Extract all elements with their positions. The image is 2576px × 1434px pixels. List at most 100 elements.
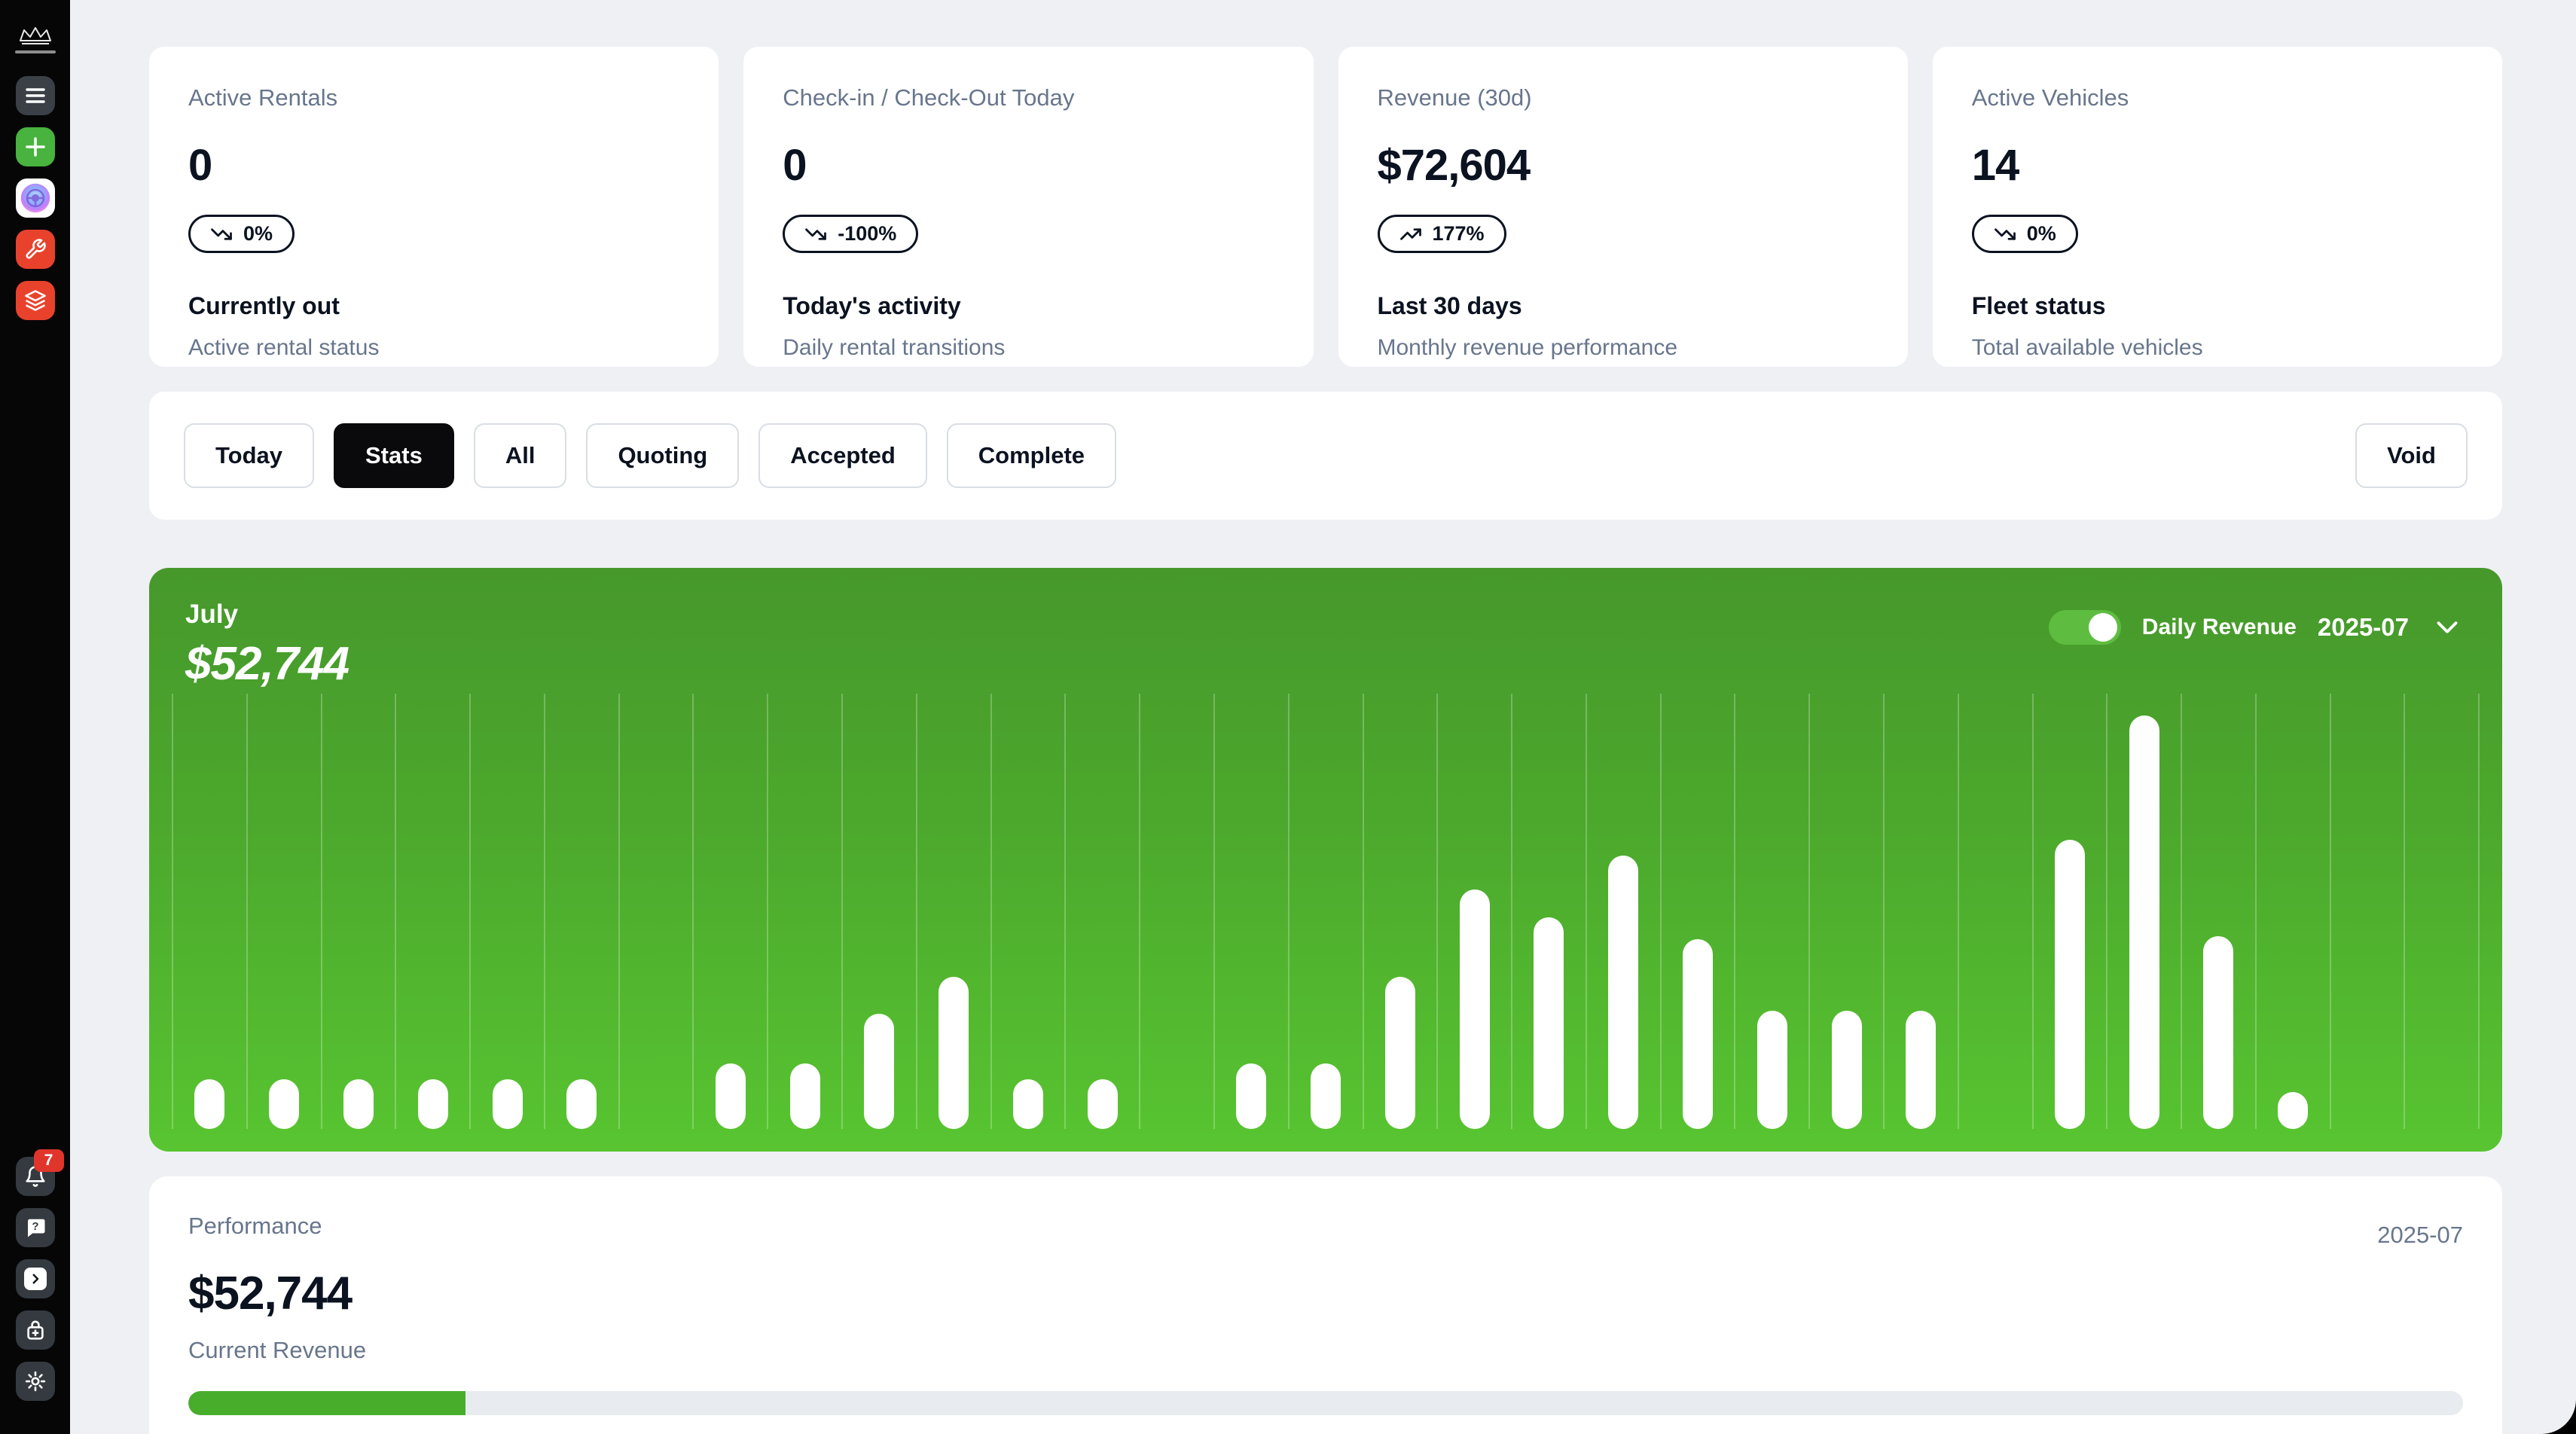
chart-bar-day-26[interactable] bbox=[2054, 840, 2085, 1129]
chart-bar-day-17[interactable] bbox=[1384, 977, 1415, 1129]
chart-bar-day-28[interactable] bbox=[2203, 936, 2234, 1129]
chart-day-column bbox=[2329, 694, 2404, 1129]
menu-button[interactable] bbox=[15, 76, 55, 115]
stat-card-title: Last 30 days bbox=[1377, 292, 1522, 319]
chart-day-column bbox=[2106, 694, 2181, 1129]
chart-bar-day-1[interactable] bbox=[194, 1079, 225, 1129]
chart-bar-day-23[interactable] bbox=[1831, 1011, 1862, 1129]
chart-day-column bbox=[1882, 694, 1958, 1129]
revenue-progress-bar bbox=[188, 1391, 2463, 1415]
toggle-label: Daily Revenue bbox=[2141, 615, 2297, 639]
chart-day-column bbox=[1659, 694, 1735, 1129]
chart-day-column bbox=[1511, 694, 1586, 1129]
filter-all[interactable]: All bbox=[473, 423, 567, 488]
stat-card-active-vehicles: Active Vehicles 14 0% Fleet status Total… bbox=[1932, 47, 2502, 367]
chevron-down-icon[interactable] bbox=[2430, 610, 2465, 645]
chart-bar-day-12[interactable] bbox=[1012, 1079, 1043, 1129]
chart-bar-day-8[interactable] bbox=[715, 1063, 746, 1129]
chart-month-label: July bbox=[185, 600, 239, 629]
chart-bar-day-29[interactable] bbox=[2278, 1092, 2309, 1129]
chart-bar-day-15[interactable] bbox=[1236, 1063, 1267, 1129]
filter-stats[interactable]: Stats bbox=[334, 423, 454, 488]
stat-card-value: 0 bbox=[188, 141, 212, 190]
filter-accepted[interactable]: Accepted bbox=[758, 423, 927, 488]
stat-card-subtitle: Active rental status bbox=[188, 335, 380, 360]
chart-bar-day-20[interactable] bbox=[1608, 856, 1639, 1129]
chart-bar-day-13[interactable] bbox=[1087, 1079, 1118, 1129]
settings-button[interactable] bbox=[15, 1362, 55, 1401]
expand-panel-frame bbox=[23, 1268, 47, 1290]
expand-panel-button[interactable] bbox=[15, 1259, 55, 1298]
stat-card-value: 14 bbox=[1971, 141, 2020, 190]
chart-bar-day-3[interactable] bbox=[343, 1079, 374, 1129]
chart-bar-day-5[interactable] bbox=[492, 1079, 523, 1129]
chart-day-column bbox=[841, 694, 916, 1129]
stat-cards-row: Active Rentals 0 0% Currently out Active… bbox=[149, 47, 2502, 367]
lock-plus-icon bbox=[26, 1320, 44, 1340]
filter-void[interactable]: Void bbox=[2355, 423, 2468, 488]
chart-bar-day-22[interactable] bbox=[1757, 1011, 1787, 1129]
tools-button[interactable] bbox=[15, 230, 55, 269]
stat-card-active-rentals: Active Rentals 0 0% Currently out Active… bbox=[149, 47, 719, 367]
stat-card-value: $72,604 bbox=[1377, 141, 1531, 190]
filter-complete[interactable]: Complete bbox=[946, 423, 1117, 488]
performance-period: 2025-07 bbox=[2377, 1222, 2463, 1248]
trending-down-icon bbox=[1994, 227, 2016, 240]
chart-plot bbox=[149, 694, 2502, 1129]
daily-revenue-chart-panel: July $52,744 Daily Revenue 2025-07 bbox=[149, 568, 2502, 1152]
help-button[interactable]: ? bbox=[15, 1208, 55, 1247]
revenue-progress-fill bbox=[188, 1391, 466, 1415]
chart-bar-day-19[interactable] bbox=[1534, 917, 1564, 1129]
filter-quoting[interactable]: Quoting bbox=[586, 423, 740, 488]
chart-bar-day-21[interactable] bbox=[1683, 939, 1714, 1129]
trend-badge: 177% bbox=[1377, 215, 1506, 253]
crown-logo-icon bbox=[19, 27, 51, 44]
chart-day-column bbox=[395, 694, 469, 1129]
chart-bar-day-27[interactable] bbox=[2129, 715, 2159, 1129]
stat-card-checkin-checkout: Check-in / Check-Out Today 0 -100% Today… bbox=[743, 47, 1314, 367]
chart-bar-day-16[interactable] bbox=[1311, 1063, 1341, 1129]
progress-range-max: $432.4k bbox=[2380, 1430, 2463, 1434]
chart-bar-day-11[interactable] bbox=[939, 977, 969, 1129]
chart-day-column bbox=[172, 694, 246, 1129]
brand-logo bbox=[14, 26, 56, 53]
stat-card-subtitle: Total available vehicles bbox=[1971, 335, 2203, 360]
chart-bar-day-24[interactable] bbox=[1906, 1011, 1937, 1129]
stat-card-label: Active Rentals bbox=[188, 84, 338, 111]
stat-card-subtitle: Daily rental transitions bbox=[783, 335, 1006, 360]
trending-up-icon bbox=[1399, 227, 1421, 240]
trend-badge-value: 0% bbox=[2026, 222, 2056, 245]
notifications-button[interactable]: 7 bbox=[15, 1149, 64, 1196]
ai-assistant-button[interactable] bbox=[15, 178, 55, 218]
chart-bar-day-18[interactable] bbox=[1459, 889, 1490, 1129]
steering-wheel-icon bbox=[20, 183, 50, 213]
sidebar: 7 ? bbox=[0, 0, 70, 1434]
lock-add-button[interactable] bbox=[15, 1310, 55, 1350]
chart-bar-day-10[interactable] bbox=[864, 1014, 895, 1129]
layers-button[interactable] bbox=[15, 281, 55, 320]
chart-bar-day-2[interactable] bbox=[269, 1079, 300, 1129]
chart-bar-day-4[interactable] bbox=[417, 1079, 448, 1129]
chart-day-column bbox=[1362, 694, 1437, 1129]
chart-day-column bbox=[692, 694, 767, 1129]
chart-bar-day-6[interactable] bbox=[566, 1079, 597, 1129]
chart-day-column bbox=[543, 694, 618, 1129]
filter-today[interactable]: Today bbox=[184, 423, 314, 488]
chart-day-column bbox=[1064, 694, 1139, 1129]
plus-icon bbox=[25, 137, 45, 157]
chart-day-column bbox=[2181, 694, 2255, 1129]
daily-revenue-toggle[interactable] bbox=[2048, 610, 2121, 645]
chart-day-column bbox=[1957, 694, 2032, 1129]
stat-card-label: Revenue (30d) bbox=[1377, 84, 1532, 111]
filter-bar: Today Stats All Quoting Accepted Complet… bbox=[149, 392, 2502, 520]
trend-badge-value: -100% bbox=[838, 222, 897, 245]
main-area: Active Rentals 0 0% Currently out Active… bbox=[70, 0, 2576, 1434]
add-button[interactable] bbox=[15, 127, 55, 166]
chart-bar-day-9[interactable] bbox=[789, 1063, 820, 1129]
chart-day-column bbox=[1139, 694, 1213, 1129]
chart-period: 2025-07 bbox=[2317, 613, 2409, 641]
trend-badge-value: 0% bbox=[243, 222, 273, 245]
chart-header: July $52,744 bbox=[185, 600, 349, 691]
chart-day-column bbox=[1734, 694, 1808, 1129]
